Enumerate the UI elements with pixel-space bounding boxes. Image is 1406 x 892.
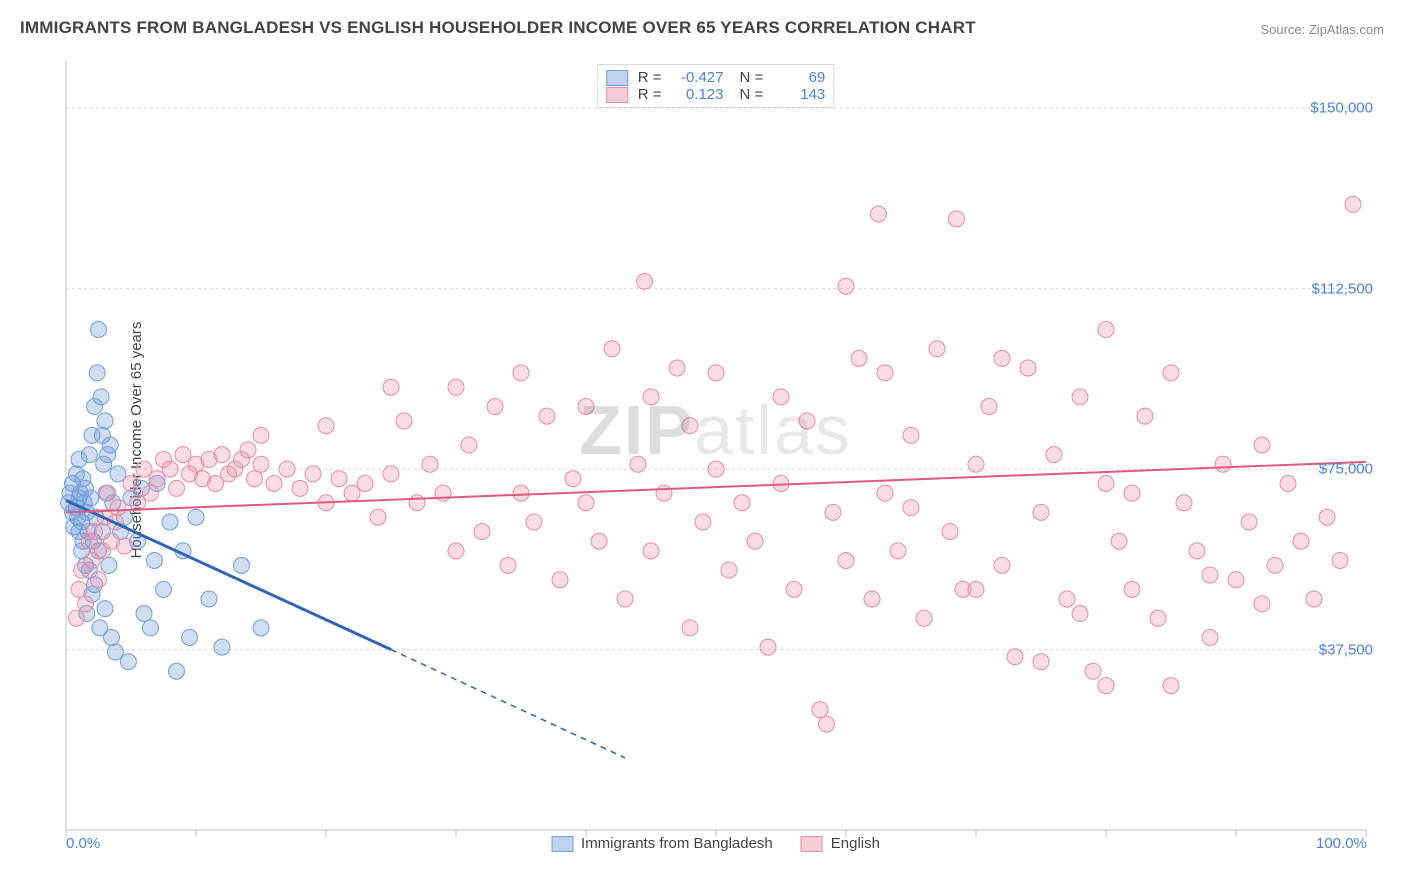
x-tick-label: 0.0% <box>66 835 100 852</box>
legend-swatch-series-a <box>606 70 628 86</box>
legend-series-label: English <box>831 835 880 852</box>
legend-swatch-series-a <box>551 836 573 852</box>
legend-series-label: Immigrants from Bangladesh <box>581 835 773 852</box>
x-tick-label: 100.0% <box>1316 835 1367 852</box>
y-tick-label: $37,500 <box>1319 641 1373 658</box>
legend-n-value: 69 <box>773 69 825 86</box>
legend-n-label: N = <box>740 69 764 86</box>
legend-r-label: R = <box>638 69 662 86</box>
legend-swatch-series-b <box>801 836 823 852</box>
y-tick-label: $150,000 <box>1310 100 1373 117</box>
legend-series-item: Immigrants from Bangladesh <box>551 835 773 852</box>
legend-series-box: Immigrants from Bangladesh English <box>551 835 880 852</box>
chart-title: IMMIGRANTS FROM BANGLADESH VS ENGLISH HO… <box>20 18 976 38</box>
legend-stats-row: R = -0.427 N = 69 <box>606 69 826 86</box>
legend-series-item: English <box>801 835 880 852</box>
legend-swatch-series-b <box>606 87 628 103</box>
y-tick-label: $112,500 <box>1312 280 1373 297</box>
legend-r-label: R = <box>638 86 662 103</box>
legend-n-label: N = <box>740 86 764 103</box>
source-attribution: Source: ZipAtlas.com <box>1260 22 1384 37</box>
chart-container: R = -0.427 N = 69 R = 0.123 N = 143 Immi… <box>48 60 1383 830</box>
legend-stats-box: R = -0.427 N = 69 R = 0.123 N = 143 <box>597 64 835 108</box>
source-label: Source: <box>1260 22 1308 37</box>
legend-r-value: -0.427 <box>672 69 724 86</box>
legend-n-value: 143 <box>773 86 825 103</box>
legend-stats-row: R = 0.123 N = 143 <box>606 86 826 103</box>
scatter-plot <box>48 60 1383 830</box>
legend-r-value: 0.123 <box>672 86 724 103</box>
source-link[interactable]: ZipAtlas.com <box>1309 22 1384 37</box>
y-tick-label: $75,000 <box>1319 461 1373 478</box>
